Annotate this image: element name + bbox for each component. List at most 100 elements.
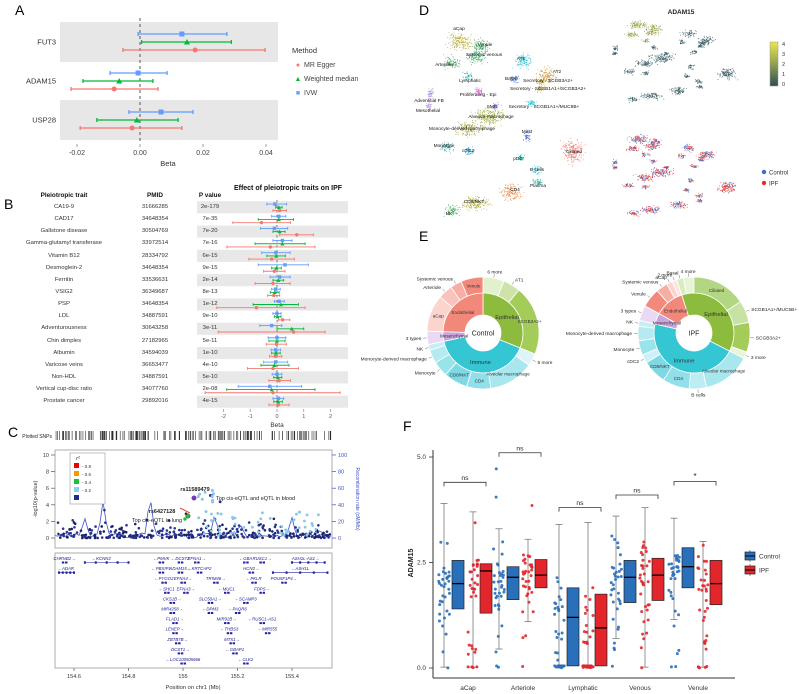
svg-text:rs11589479: rs11589479 bbox=[180, 487, 209, 493]
svg-text:pDC: pDC bbox=[513, 156, 523, 162]
svg-text:NK: NK bbox=[446, 211, 453, 217]
pvalue-cell: 3e-11 bbox=[202, 325, 218, 332]
pmid-cell: 29892016 bbox=[141, 398, 169, 405]
svg-text:0.02: 0.02 bbox=[196, 150, 210, 157]
table-row: Albumin 34594039 1e-10 bbox=[2, 347, 236, 359]
pmid-cell: 34594039 bbox=[141, 349, 169, 356]
panel-a-forest-plot: FUT3 ADAM15 USP28 -0.02 0.00 0.02 0.04 Beta bbox=[26, 18, 278, 168]
pmid-cell: 34887591 bbox=[141, 374, 169, 381]
svg-text:155: 155 bbox=[178, 674, 187, 680]
panel-e-sunbursts: EpithelialImmuneMesenchymalEndothelial6 … bbox=[361, 269, 798, 399]
pmid-cell: 33972514 bbox=[141, 240, 169, 247]
circle-marker-icon: ● bbox=[295, 61, 301, 69]
pvalue-cell: 5e-11 bbox=[202, 337, 218, 344]
table-row: CA19-9 31666285 2e-179 bbox=[2, 201, 236, 213]
svg-text:ZBTB7B→: ZBTB7B→ bbox=[166, 637, 188, 642]
svg-text:154.6: 154.6 bbox=[67, 674, 81, 680]
svg-text:Systemic venous: Systemic venous bbox=[466, 52, 503, 58]
pvalue-cell: 1e-12 bbox=[202, 301, 218, 308]
svg-text:- 0.6: - 0.6 bbox=[82, 472, 92, 477]
trait-cell: Ferritin bbox=[54, 276, 74, 283]
svg-text:Monocyte-derived macrophage: Monocyte-derived macrophage bbox=[429, 126, 495, 132]
svg-text:FDPS→: FDPS→ bbox=[254, 586, 270, 591]
svg-text:100: 100 bbox=[338, 453, 347, 459]
table-row: Vertical cup-disc ratio 34077760 2e-08 bbox=[2, 383, 236, 395]
svg-text:←PKLR: ←PKLR bbox=[246, 576, 262, 581]
method-legend-item: ■ IVW bbox=[292, 86, 358, 100]
svg-text:CD4: CD4 bbox=[510, 187, 520, 193]
svg-text:0: 0 bbox=[46, 536, 49, 542]
svg-text:DCST1→: DCST1→ bbox=[171, 647, 189, 652]
svg-text:Mesothelial: Mesothelial bbox=[416, 108, 440, 114]
panel-c-label: C bbox=[8, 424, 19, 440]
svg-text:B cells: B cells bbox=[530, 167, 545, 173]
svg-text:MTX1→: MTX1→ bbox=[224, 637, 240, 642]
svg-text:←GBAP1: ←GBAP1 bbox=[225, 647, 244, 652]
method-legend-item: ● MR Egger bbox=[292, 58, 358, 72]
trait-cell: Chin dimples bbox=[46, 337, 82, 344]
svg-text:EFNA3→: EFNA3→ bbox=[177, 586, 195, 591]
svg-text:Adventitial FB: Adventitial FB bbox=[414, 98, 444, 104]
trait-cell: Desmoglein-2 bbox=[45, 264, 83, 271]
panel-b-forest-plot: Effect of pleiotropic traits on IPF -2 -1 0… bbox=[197, 185, 348, 429]
trait-cell: PSP bbox=[58, 301, 70, 308]
svg-text:Beta: Beta bbox=[160, 159, 176, 168]
svg-text:←PMVK: ←PMVK bbox=[153, 556, 171, 561]
triangle-marker-icon: ▲ bbox=[294, 75, 302, 83]
svg-text:Lymphatic: Lymphatic bbox=[459, 78, 481, 84]
method-legend-label: Weighted median bbox=[304, 75, 359, 83]
pmid-cell: 30643258 bbox=[141, 325, 169, 332]
pleiotropic-table: Pleiotropic trait PMID P value CA19-9 316662… bbox=[2, 190, 236, 407]
pvalue-cell: 8e-13 bbox=[202, 289, 218, 296]
svg-text:Secretory - SCGB1A1+/SCGB3A2+: Secretory - SCGB1A1+/SCGB3A2+ bbox=[510, 86, 586, 92]
pmid-cell: 33536631 bbox=[141, 276, 169, 283]
svg-text:Top cis-eQTL and eQTL in blood: Top cis-eQTL and eQTL in blood bbox=[216, 496, 295, 502]
trait-cell: CAD17 bbox=[54, 216, 74, 223]
svg-text:-2: -2 bbox=[221, 414, 226, 420]
svg-text:0: 0 bbox=[275, 414, 278, 420]
svg-text:Monocyte: Monocyte bbox=[434, 143, 455, 149]
svg-text:FLAD1→: FLAD1→ bbox=[166, 617, 184, 622]
svg-text:20: 20 bbox=[338, 519, 344, 525]
pmid-cell: 36653477 bbox=[141, 361, 169, 368]
svg-text:- 0.4: - 0.4 bbox=[82, 480, 92, 485]
svg-text:2: 2 bbox=[46, 519, 49, 525]
pmid-cell: 30504769 bbox=[141, 228, 169, 235]
trait-cell: Vertical cup-disc ratio bbox=[36, 386, 92, 393]
panel-d-umaps: aCap Venule Systemic venous Arteriole Lympha… bbox=[414, 9, 788, 217]
method-legend-label: MR Egger bbox=[304, 61, 336, 69]
svg-text:←GBA: ←GBA bbox=[239, 556, 253, 561]
svg-text:r²: r² bbox=[76, 456, 80, 462]
svg-text:←RUSC1-AS1: ←RUSC1-AS1 bbox=[248, 617, 277, 622]
table-row: Ferritin 33536631 2e-14 bbox=[2, 274, 236, 286]
svg-text:Recombination rate (cM/Mb): Recombination rate (cM/Mb) bbox=[354, 467, 360, 530]
svg-text:←DCST2: ←DCST2 bbox=[171, 556, 190, 561]
panel-a-label: A bbox=[15, 2, 25, 18]
svg-text:LENEP→: LENEP→ bbox=[166, 627, 184, 632]
svg-text:2: 2 bbox=[329, 414, 332, 420]
svg-text:Secretory - SCGB3A2+: Secretory - SCGB3A2+ bbox=[523, 78, 573, 84]
pmid-cell: 34648354 bbox=[141, 301, 169, 308]
svg-text:Position on chr1 (Mb): Position on chr1 (Mb) bbox=[165, 685, 220, 691]
svg-text:CHRNB2→: CHRNB2→ bbox=[53, 556, 75, 561]
ipf-sunburst: EpithelialImmuneMesenchymalEndothelialBa… bbox=[566, 269, 797, 399]
pmid-cell: 27182965 bbox=[141, 337, 169, 344]
svg-text:Beta: Beta bbox=[270, 422, 284, 429]
svg-text:0.00: 0.00 bbox=[133, 150, 147, 157]
method-legend: Method ● MR Egger ▲ Weighted median ■ IVW bbox=[292, 46, 358, 100]
svg-text:←KCNN3: ←KCNN3 bbox=[92, 556, 111, 561]
svg-text:←DPM3: ←DPM3 bbox=[202, 607, 219, 612]
pvalue-cell: 7e-16 bbox=[202, 240, 218, 247]
pmid-cell: 31666285 bbox=[141, 204, 169, 211]
pvalue-cell: 2e-179 bbox=[200, 204, 220, 211]
svg-text:Ciliated: Ciliated bbox=[566, 149, 582, 155]
svg-text:MIR92B→: MIR92B→ bbox=[217, 617, 237, 622]
svg-text:6: 6 bbox=[46, 486, 49, 492]
svg-text:154.8: 154.8 bbox=[122, 674, 136, 680]
svg-text:←PAQR6: ←PAQR6 bbox=[228, 607, 247, 612]
svg-text:CD8/NKT: CD8/NKT bbox=[464, 199, 485, 205]
svg-text:EFNA4→: EFNA4→ bbox=[174, 576, 192, 581]
svg-text:Plasma: Plasma bbox=[530, 183, 546, 189]
